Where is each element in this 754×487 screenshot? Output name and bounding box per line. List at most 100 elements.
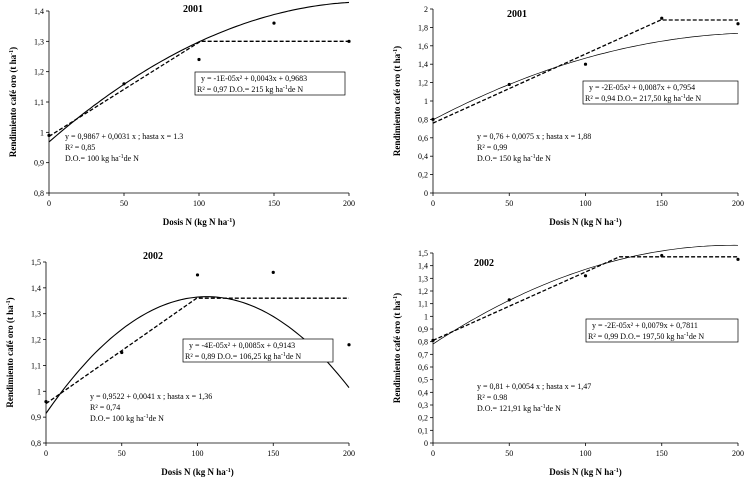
y-tick-label: 0 — [424, 189, 428, 198]
plateau-optimum-text-main: D.O.= 100 kg ha — [90, 414, 144, 423]
chart-title: 2001 — [507, 9, 527, 20]
x-axis-title-end: ) — [619, 217, 622, 227]
y-tick-label: 1,2 — [31, 336, 41, 345]
x-axis-title-end: ) — [619, 467, 622, 477]
quad-equation-text: y = -4E-05x² + 0,0085x + 0,9143 — [189, 341, 295, 350]
quad-stats-text-sup: -1 — [283, 85, 288, 91]
plateau-optimum-text-end: de N — [124, 154, 140, 163]
quadratic-fit-line — [432, 244, 739, 345]
data-point — [736, 22, 740, 26]
plateau-equation-text: y = 0,76 + 0,0075 x ; hasta x = 1,88 — [477, 132, 591, 141]
quad-stats-text-sup: -1 — [684, 332, 689, 338]
y-tick-label: 1 — [37, 387, 41, 396]
x-tick-label: 200 — [343, 449, 355, 458]
y-axis-title-main: Rendimiento café oro (t ha — [392, 300, 402, 403]
x-tick-label: 150 — [268, 199, 280, 208]
x-tick-label: 150 — [656, 449, 668, 458]
quad-stats-text-sup: -1 — [681, 94, 686, 100]
y-tick-label: 1,8 — [418, 23, 428, 32]
quad-stats-text-main: R² = 0,97 D.O.= 215 kg ha — [197, 85, 283, 94]
y-tick-label: 1 — [424, 312, 428, 321]
plateau-r2-text: R² = 0.98 — [477, 393, 507, 402]
y-tick-label: 1,3 — [31, 310, 41, 319]
quadratic-equation-box: y = -2E-05x² + 0,0087x + 0,7954 R² = 0,94… — [582, 80, 739, 105]
quadratic-equation-box: y = -2E-05x² + 0,0079x + 0,7811 R² = 0,99… — [585, 318, 739, 343]
y-tick-label: 0,2 — [418, 414, 428, 423]
y-axis-title-main: Rendimiento café oro (t ha — [8, 54, 18, 157]
x-axis-title: Dosis N (kg N ha-1) — [549, 467, 622, 477]
quad-stats-text-sup: -1 — [281, 352, 286, 358]
x-axis-title-end: ) — [232, 217, 235, 227]
x-tick-label: 0 — [431, 199, 435, 208]
data-point — [507, 82, 511, 87]
chart-panel-1: 0,8 0,9 1 1,1 1,2 1,3 1,4 0 50 100 150 200 Dosis N (… — [8, 1, 355, 227]
y-axis-title-sup: -1 — [393, 296, 399, 301]
x-axis-title-main: Dosis N (kg N ha — [161, 467, 226, 477]
quad-stats-text: R² = 0,97 D.O.= 215 kg ha-1de N — [197, 85, 303, 94]
equation-box-frame — [582, 80, 739, 105]
y-tick-label: 0,8 — [34, 189, 44, 198]
x-axis-title-end: ) — [231, 467, 234, 477]
quad-stats-text-main: R² = 0,94 D.O.= 217,50 kg ha — [585, 94, 681, 103]
y-tick-label: 1,4 — [31, 284, 41, 293]
plateau-equation-text: y = 0,9867 + 0,0031 x ; hasta x = 1.3 — [65, 132, 183, 141]
quad-stats-text-end: de N — [686, 94, 702, 103]
plateau-optimum-text-end: de N — [546, 404, 562, 413]
y-tick-label: 0,6 — [418, 363, 428, 372]
quadratic-fit-line — [45, 296, 350, 414]
y-tick-label: 0,4 — [418, 388, 428, 397]
quad-stats-text-main: R² = 0,99 D.O.= 197,50 kg ha — [588, 332, 684, 341]
plateau-optimum-text-main: D.O.= 100 kg ha — [65, 154, 119, 163]
x-tick-label: 0 — [44, 449, 48, 458]
x-axis-title: Dosis N (kg N ha-1) — [163, 217, 236, 227]
quad-stats-text-end: de N — [689, 332, 705, 341]
quad-equation-text: y = -2E-05x² + 0,0079x + 0,7811 — [592, 321, 698, 330]
y-tick-label: 1 — [424, 97, 428, 106]
data-point — [431, 338, 435, 342]
plateau-optimum-text-sup: -1 — [531, 154, 536, 160]
quadratic-equation-box: y = -4E-05x² + 0,0085x + 0,9143 R² = 0,89… — [182, 338, 334, 363]
y-tick-label: 1,1 — [34, 98, 44, 107]
x-tick-label: 50 — [118, 449, 126, 458]
quad-equation-text: y = -1E-05x² + 0,0043x + 0,9683 — [201, 74, 307, 83]
x-tick-label: 200 — [732, 199, 744, 208]
y-tick-label: 0,9 — [34, 159, 44, 168]
plateau-optimum-text: D.O.= 100 kg ha-1de N — [90, 414, 164, 423]
x-axis-title-main: Dosis N (kg N ha — [549, 217, 614, 227]
y-axis-title-end: ) — [392, 293, 402, 296]
x-tick-label: 200 — [732, 449, 744, 458]
quad-equation-text: y = -2E-05x² + 0,0087x + 0,7954 — [589, 83, 695, 92]
y-axis-title-end: ) — [5, 297, 15, 300]
chart-panel-3: 0,8 0,9 1 1,1 1,2 1,3 1,4 1,5 0 50 100 150 200 Dosis … — [5, 251, 355, 477]
x-axis-title: Dosis N (kg N ha-1) — [161, 467, 234, 477]
plateau-equation-annotation: y = 0,9867 + 0,0031 x ; hasta x = 1.3 R² … — [65, 132, 183, 163]
y-tick-label: 1,5 — [31, 258, 41, 267]
quad-stats-text: R² = 0,89 D.O.= 106,25 kg ha-1de N — [185, 352, 301, 361]
plateau-r2-text: R² = 0,99 — [477, 143, 507, 152]
x-tick-label: 50 — [120, 199, 128, 208]
linear-plateau-line — [48, 40, 349, 137]
x-tick-label: 150 — [267, 449, 279, 458]
y-tick-label: 0,8 — [418, 115, 428, 124]
data-point — [583, 62, 588, 66]
chart-title: 2002 — [143, 251, 163, 262]
data-point — [271, 270, 275, 274]
y-tick-label: 1,2 — [418, 287, 428, 296]
x-tick-label: 50 — [505, 449, 513, 458]
y-axis-title-end: ) — [8, 47, 18, 50]
y-tick-label: 0,9 — [31, 413, 41, 422]
data-point — [736, 257, 740, 261]
data-point — [347, 39, 351, 43]
linear-plateau-line — [432, 256, 738, 341]
y-tick-label: 2 — [424, 5, 428, 14]
plateau-r2-text: R² = 0,85 — [65, 143, 95, 152]
plateau-equation-text: y = 0,81 + 0,0054 x ; hasta x = 1,47 — [477, 382, 591, 391]
data-point — [660, 16, 664, 20]
plateau-optimum-text-end: de N — [149, 414, 165, 423]
y-tick-label: 0,5 — [418, 376, 428, 385]
quadratic-equation-box: y = -1E-05x² + 0,0043x + 0,9683 R² = 0,97… — [194, 71, 346, 96]
quad-stats-text-end: de N — [288, 85, 304, 94]
data-point — [120, 350, 124, 355]
y-axis-title-sup: -1 — [9, 50, 15, 55]
y-tick-label: 1,2 — [34, 68, 44, 77]
